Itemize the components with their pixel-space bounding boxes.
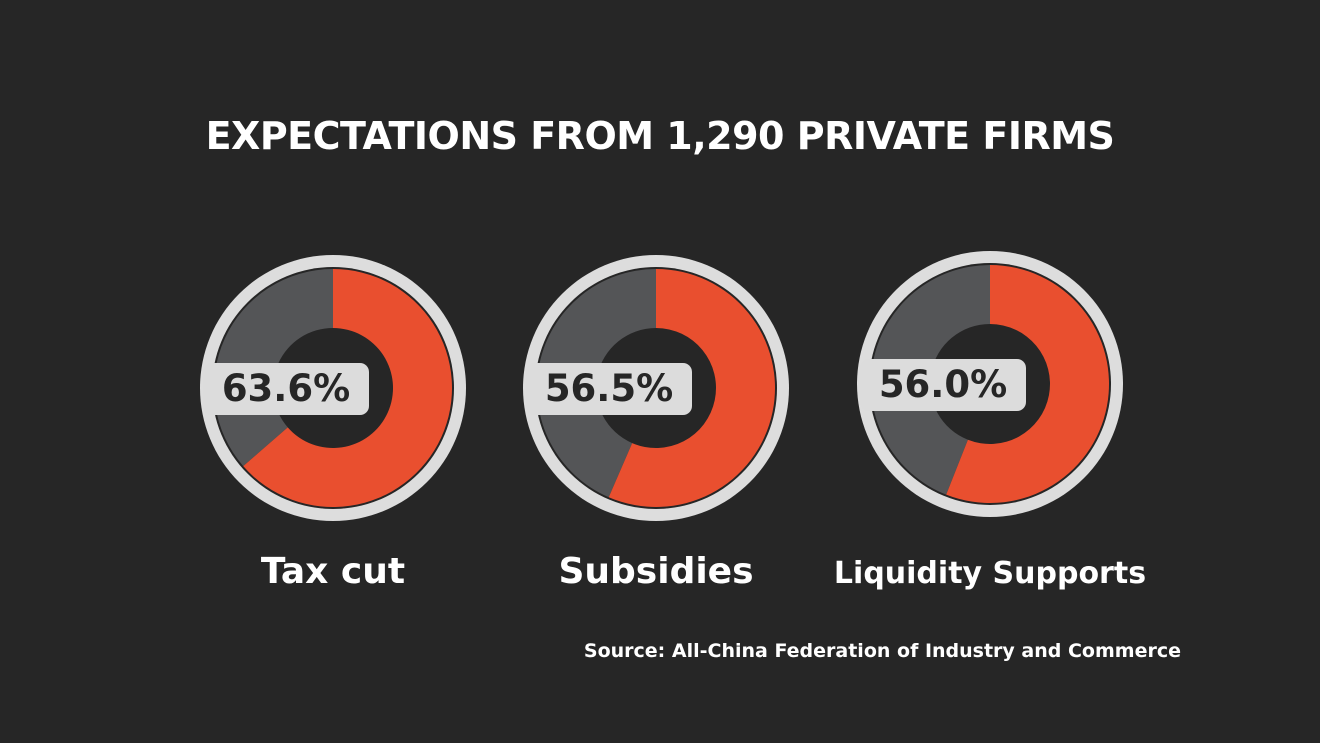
donut-remainder-slice bbox=[537, 269, 656, 498]
category-label: Tax cut bbox=[261, 551, 405, 592]
category-label: Subsidies bbox=[558, 551, 753, 592]
donut-0: 63.6% Tax cut bbox=[200, 255, 466, 592]
donut-1: 56.5% Subsidies bbox=[523, 255, 789, 592]
chart-title: EXPECTATIONS FROM 1,290 PRIVATE FIRMS bbox=[205, 114, 1115, 158]
value-label-box bbox=[526, 363, 692, 415]
value-label: 56.0% bbox=[879, 363, 1007, 406]
source-note: Source: All-China Federation of Industry… bbox=[583, 640, 1181, 662]
donut-remainder-slice bbox=[870, 265, 990, 495]
value-label: 56.5% bbox=[545, 367, 673, 410]
donut-value-slice bbox=[946, 265, 1109, 503]
value-label-box bbox=[860, 359, 1026, 411]
value-label: 63.6% bbox=[222, 367, 350, 410]
donut-value-slice bbox=[608, 269, 775, 507]
donut-2: 56.0% Liquidity Supports bbox=[834, 251, 1146, 591]
donut-value-slice bbox=[243, 269, 452, 507]
category-label: Liquidity Supports bbox=[834, 556, 1146, 591]
value-label-box bbox=[203, 363, 369, 415]
